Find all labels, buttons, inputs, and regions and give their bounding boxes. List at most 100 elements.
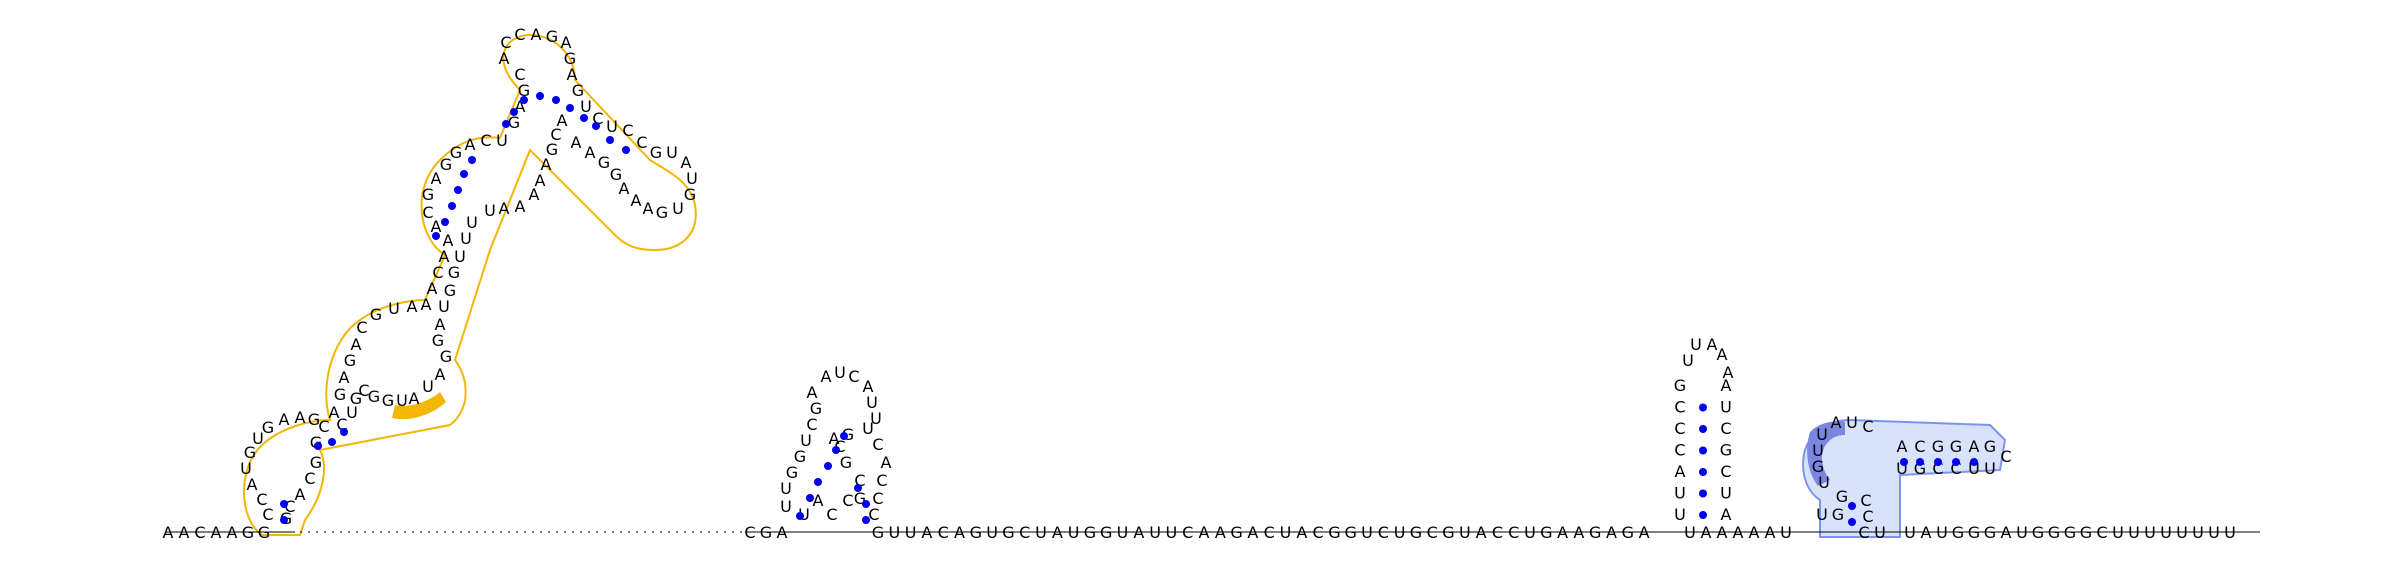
base-pair-dot [1952, 458, 1960, 466]
nucleotide: G [344, 351, 356, 370]
backbone-nucleotide: C [938, 523, 949, 542]
backbone-nucleotide: G [2048, 523, 2060, 542]
nucleotide: C [336, 415, 347, 434]
backbone-nucleotide: G [1328, 523, 1340, 542]
backbone-nucleotide: G [1084, 523, 1096, 542]
nucleotide: G [262, 418, 274, 437]
backbone-nucleotide: G [1968, 523, 1980, 542]
nucleotide: U [1816, 505, 1828, 524]
nucleotide: C [826, 505, 837, 524]
nucleotide: A [571, 133, 582, 152]
nucleotide: A [631, 191, 642, 210]
nucleotide: A [1969, 437, 1980, 456]
backbone-nucleotide: U [1394, 523, 1406, 542]
backbone-nucleotide: U [2128, 523, 2140, 542]
base-pair-dot [328, 438, 336, 446]
nucleotide: G [448, 263, 460, 282]
nucleotide: A [1831, 413, 1842, 432]
backbone-nucleotide: A [1701, 523, 1712, 542]
nucleotide: U [346, 403, 358, 422]
backbone-nucleotide: U [1117, 523, 1129, 542]
nucleotide: G [598, 153, 610, 172]
nucleotide: U [1812, 441, 1824, 460]
base-pair-dot [340, 428, 348, 436]
nucleotide: C [318, 417, 329, 436]
nucleotide: G [810, 399, 822, 418]
nucleotide: G [1832, 505, 1844, 524]
backbone-nucleotide: G [760, 523, 772, 542]
nucleotide: G [382, 391, 394, 410]
nucleotide: U [870, 409, 882, 428]
backbone-nucleotide: G [242, 523, 254, 542]
nucleotide: C [304, 469, 315, 488]
backbone-nucleotide: C [1182, 523, 1193, 542]
nucleotide: C [622, 121, 633, 140]
nucleotide: G [1984, 437, 1996, 456]
backbone-nucleotide: A [1639, 523, 1650, 542]
nucleotide: A [427, 279, 438, 298]
nucleotide: U [396, 391, 408, 410]
backbone-nucleotide: U [2016, 523, 2028, 542]
base-pair-dot [1699, 489, 1707, 498]
nucleotide: U [1984, 459, 1996, 478]
nucleotide: A [881, 453, 892, 472]
backbone-nucleotide: G [970, 523, 982, 542]
nucleotide: A [435, 365, 446, 384]
nucleotide: C [2000, 447, 2011, 466]
nucleotide: U [1682, 351, 1694, 370]
backbone-nucleotide: G [1540, 523, 1552, 542]
backbone-nucleotide: U [1149, 523, 1161, 542]
nucleotide: U [800, 431, 812, 450]
nucleotide: A [681, 153, 692, 172]
nucleotide: U [1720, 484, 1732, 503]
backbone-nucleotide: U [1936, 523, 1948, 542]
backbone-nucleotide: A [1199, 523, 1210, 542]
nucleotide: U [496, 131, 508, 150]
backbone-nucleotide: G [2064, 523, 2076, 542]
nucleotide: G [370, 305, 382, 324]
base-pair-dot [280, 500, 288, 508]
base-pair-dot [280, 516, 288, 524]
nucleotide: U [866, 393, 878, 412]
backbone-nucleotide: U [2192, 523, 2204, 542]
nucleotide: A [643, 199, 654, 218]
nucleotide: U [240, 459, 252, 478]
backbone-nucleotide: A [1733, 523, 1744, 542]
base-pair-dot [832, 446, 840, 454]
nucleotide: U [1720, 398, 1732, 417]
nucleotide: G [244, 443, 256, 462]
backbone-nucleotide: U [1459, 523, 1471, 542]
nucleotide: G [350, 389, 362, 408]
nucleotide: U [1874, 523, 1886, 542]
base-pair-dot [862, 500, 870, 508]
backbone-nucleotide: A [1717, 523, 1728, 542]
base-pair-dot [606, 136, 614, 144]
backbone-nucleotide: C [1427, 523, 1438, 542]
nucleotide: C [834, 437, 845, 456]
nucleotide: C [1720, 462, 1731, 481]
nucleotide: A [1897, 437, 1908, 456]
base-pair-dot [1916, 458, 1924, 466]
nucleotide: A [339, 368, 350, 387]
backbone-nucleotide: U [1280, 523, 1292, 542]
nucleotide: U [252, 429, 264, 448]
nucleotide: G [1720, 441, 1732, 460]
base-pair-dot [468, 156, 476, 164]
nucleotide: A [829, 429, 840, 448]
highlight-region-1-filled-segment [392, 392, 446, 420]
nucleotide: A [1721, 376, 1732, 395]
backbone-nucleotide: U [2144, 523, 2156, 542]
base-pair-dot [1900, 458, 1908, 466]
backbone-nucleotide: C [1019, 523, 1030, 542]
nucleotide: U [606, 117, 618, 136]
base-pair-dot [1699, 446, 1707, 455]
backbone-nucleotide: U [888, 523, 900, 542]
nucleotide: A [541, 155, 552, 174]
backbone-nucleotide: U [905, 523, 917, 542]
nucleotide: C [480, 131, 491, 150]
